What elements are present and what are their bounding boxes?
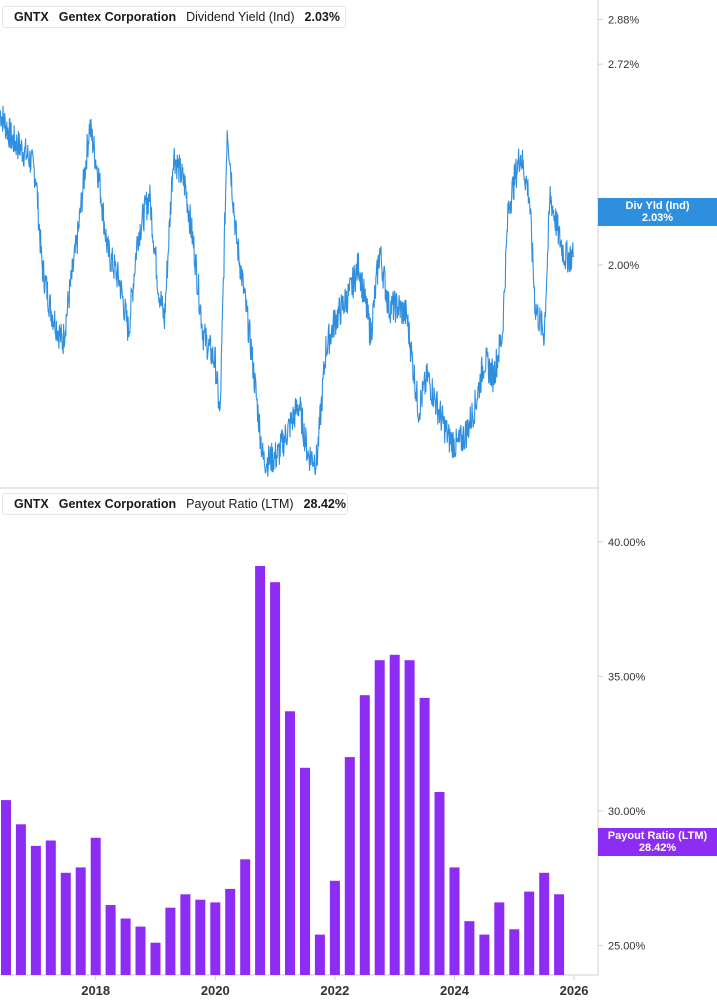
yield-legend[interactable]: GNTX Gentex Corporation Dividend Yield (… [2, 6, 346, 28]
payout-bar [105, 905, 116, 975]
payout-badge-label: Payout Ratio (LTM) [607, 830, 708, 842]
yield-y-axis: 2.88% 2.72% 2.00% [598, 15, 639, 272]
payout-bar [180, 894, 191, 975]
payout-bar [90, 837, 101, 975]
payout-bar [329, 880, 340, 975]
payout-bar [359, 695, 370, 975]
yield-series [0, 105, 575, 477]
yield-legend-value: 2.03% [304, 10, 340, 24]
payout-bar [75, 867, 86, 975]
x-tick-label: 2024 [440, 983, 470, 998]
payout-bar [404, 660, 415, 975]
payout-bar [509, 929, 520, 975]
payout-bar [479, 934, 490, 975]
payout-value-badge: Payout Ratio (LTM) 28.42% [598, 828, 717, 856]
yield-line [0, 105, 575, 477]
yield-legend-company: Gentex Corporation [58, 10, 177, 24]
payout-series [1, 566, 565, 975]
payout-bar [419, 697, 430, 975]
x-tick-label: 2018 [81, 983, 110, 998]
yield-value-badge: Div Yld (Ind) 2.03% [598, 198, 717, 226]
payout-bar [449, 867, 460, 975]
payout-y-tick-label: 40.00% [608, 537, 646, 549]
payout-bar [15, 824, 26, 975]
payout-bar [434, 792, 445, 975]
payout-legend-metric: Payout Ratio (LTM) [186, 497, 294, 511]
payout-bar [45, 840, 56, 975]
payout-legend-company: Gentex Corporation [58, 497, 177, 511]
yield-y-tick-label: 2.88% [608, 15, 639, 27]
payout-bar [389, 654, 400, 975]
payout-bar [30, 845, 41, 975]
payout-bar [165, 907, 176, 975]
payout-y-tick-label: 25.00% [608, 940, 646, 952]
yield-y-tick-label: 2.72% [608, 59, 639, 71]
payout-bar [539, 872, 550, 975]
payout-bar [524, 891, 535, 975]
payout-bar [150, 942, 161, 975]
x-axis: 2018 2020 2022 2024 2026 [81, 975, 589, 998]
yield-badge-value: 2.03% [641, 212, 674, 224]
x-tick-label: 2026 [560, 983, 589, 998]
payout-bar [344, 757, 355, 975]
payout-bar [554, 894, 565, 975]
yield-legend-metric: Dividend Yield (Ind) [186, 10, 295, 24]
payout-bar [195, 899, 206, 975]
yield-legend-ticker: GNTX [14, 10, 49, 24]
yield-y-tick-label: 2.00% [608, 260, 639, 272]
payout-bar [464, 921, 475, 975]
x-tick-label: 2020 [201, 983, 230, 998]
yield-badge-label: Div Yld (Ind) [625, 200, 690, 212]
payout-bar [285, 711, 295, 975]
payout-bar [60, 872, 71, 975]
payout-bar [270, 582, 281, 975]
payout-legend-ticker: GNTX [14, 497, 49, 511]
payout-y-tick-label: 30.00% [608, 806, 646, 818]
payout-legend[interactable]: GNTX Gentex Corporation Payout Ratio (LT… [2, 493, 348, 515]
payout-y-axis: 40.00% 35.00% 30.00% 25.00% [598, 537, 646, 952]
payout-bar [240, 859, 251, 975]
payout-bar [225, 888, 236, 975]
x-tick-label: 2022 [320, 983, 349, 998]
payout-bar [300, 767, 310, 975]
payout-legend-value: 28.42% [303, 497, 346, 511]
payout-badge-value: 28.42% [638, 842, 677, 854]
payout-bar [374, 660, 385, 975]
payout-bar [120, 918, 131, 975]
payout-bar [314, 934, 325, 975]
payout-bar [210, 902, 221, 975]
payout-bar [135, 926, 146, 975]
payout-y-tick-label: 35.00% [608, 671, 646, 683]
payout-bar [494, 902, 505, 975]
payout-bar [255, 566, 266, 975]
payout-bar [1, 800, 11, 975]
